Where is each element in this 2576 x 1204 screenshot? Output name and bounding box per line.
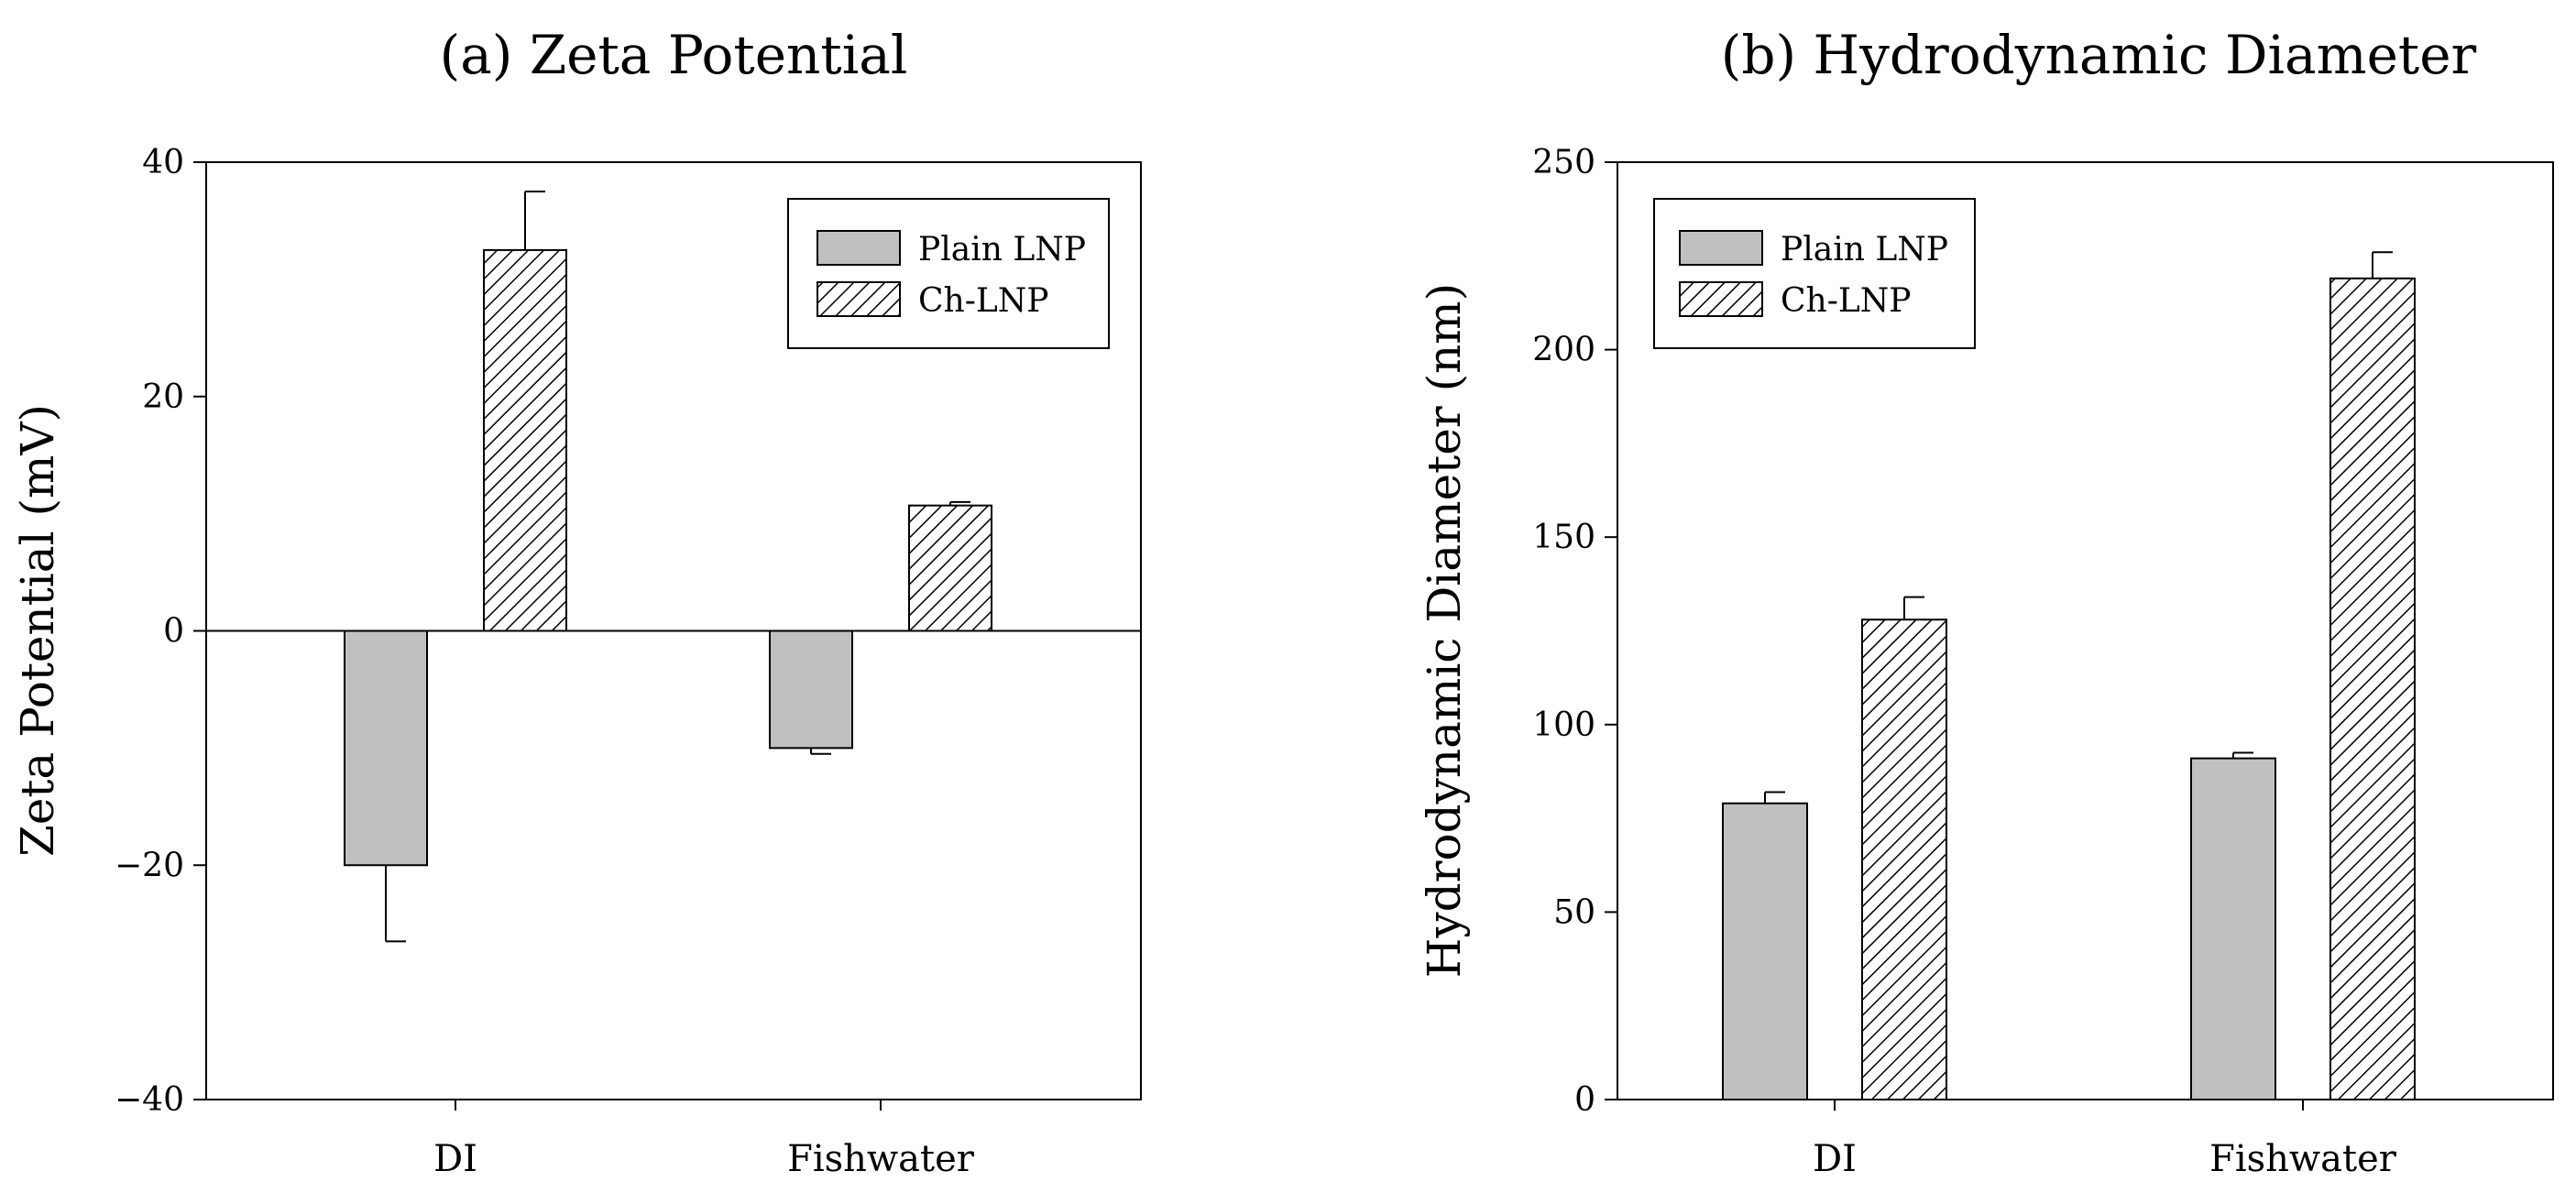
bar-ch-lnp bbox=[1861, 618, 1947, 1100]
y-tick-label: 200 bbox=[1532, 332, 1595, 369]
y-axis-label: Zeta Potential (mV) bbox=[11, 404, 64, 857]
y-tick-label: 20 bbox=[142, 378, 184, 416]
bar-ch-lnp bbox=[483, 248, 567, 632]
y-tick-label: 40 bbox=[142, 144, 184, 181]
bar-plain-lnp bbox=[2190, 757, 2276, 1100]
bar-plain-lnp bbox=[344, 629, 428, 867]
zeta-potential-chart: (a) Zeta Potential Zeta Potential (mV) −… bbox=[11, 24, 1142, 1180]
x-category-label: DI bbox=[1813, 1138, 1857, 1180]
y-tick-label: 0 bbox=[1574, 1081, 1595, 1119]
legend: Plain LNP Ch-LNP bbox=[787, 198, 1110, 349]
y-axis-label: Hydrodynamic Diameter (nm) bbox=[1418, 283, 1471, 978]
bar-plain-lnp bbox=[769, 629, 853, 750]
x-category-label: Fishwater bbox=[2209, 1138, 2397, 1180]
chart-title: (a) Zeta Potential bbox=[440, 24, 908, 86]
legend-swatch-ch bbox=[1679, 281, 1763, 317]
legend-swatch-plain bbox=[1679, 230, 1763, 266]
y-tick-label: 0 bbox=[163, 613, 184, 651]
y-tick-label: 50 bbox=[1553, 893, 1595, 931]
legend-swatch-ch bbox=[817, 281, 901, 317]
hydrodynamic-diameter-chart: (b) Hydrodynamic Diameter Hydrodynamic D… bbox=[1418, 24, 2554, 1180]
y-tick-label: −20 bbox=[115, 847, 184, 884]
legend-label-plain: Plain LNP bbox=[918, 231, 1086, 268]
y-tick-label: −40 bbox=[115, 1081, 184, 1119]
legend-label-ch: Ch-LNP bbox=[918, 282, 1049, 320]
legend-label-ch: Ch-LNP bbox=[1781, 282, 1912, 320]
legend-swatch-plain bbox=[817, 230, 901, 266]
y-tick-label: 150 bbox=[1532, 519, 1595, 556]
bar-plain-lnp bbox=[1722, 802, 1808, 1100]
bar-ch-lnp bbox=[908, 504, 992, 632]
y-tick-label: 250 bbox=[1532, 144, 1595, 181]
plot-frame bbox=[1617, 161, 2554, 1100]
y-tick-label: 100 bbox=[1532, 706, 1595, 744]
legend: Plain LNP Ch-LNP bbox=[1653, 198, 1976, 349]
x-category-label: Fishwater bbox=[787, 1138, 975, 1180]
x-category-label: DI bbox=[433, 1138, 477, 1180]
bar-ch-lnp bbox=[2329, 277, 2416, 1100]
chart-title: (b) Hydrodynamic Diameter bbox=[1721, 24, 2477, 86]
legend-label-plain: Plain LNP bbox=[1781, 231, 1948, 268]
